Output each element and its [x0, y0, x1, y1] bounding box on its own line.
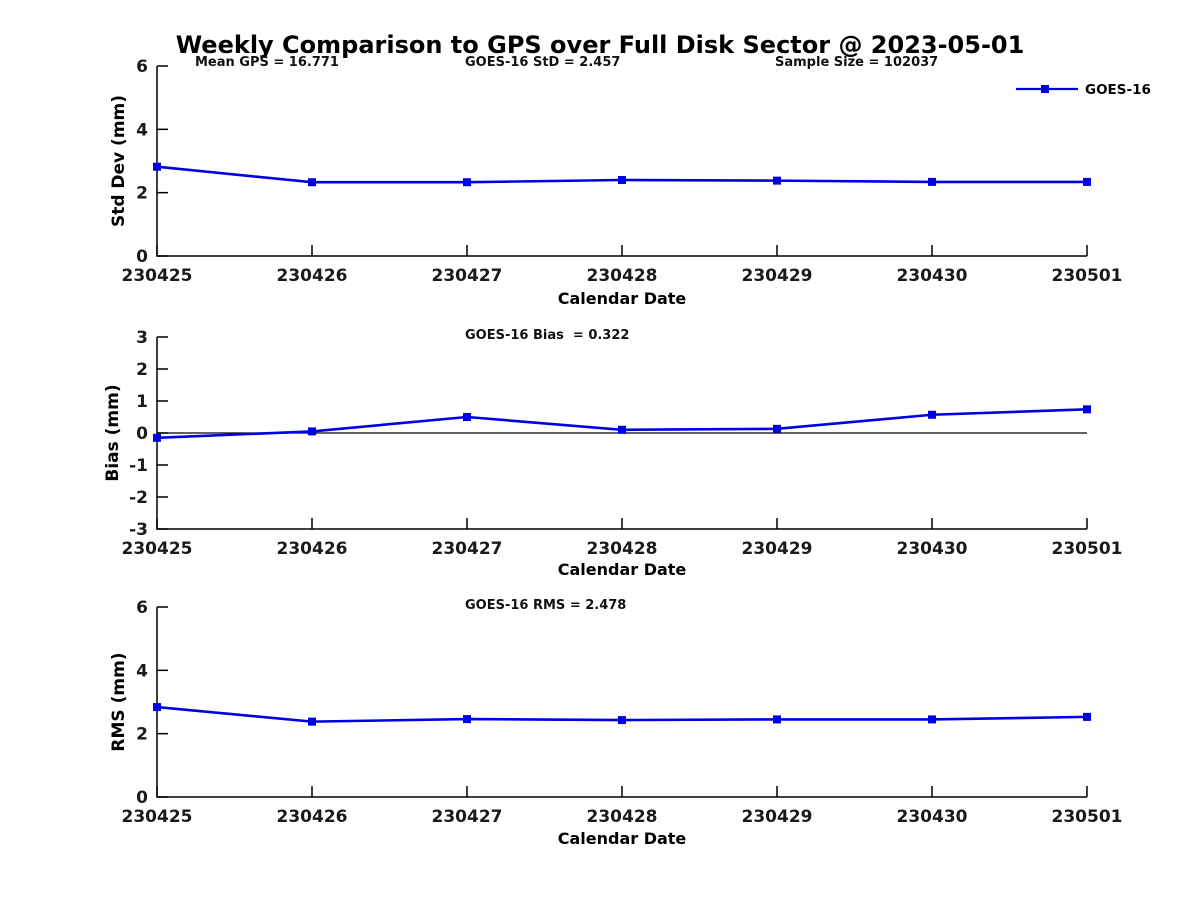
y-tick-label: 0	[136, 247, 148, 267]
y-tick-label: 0	[136, 788, 148, 808]
x-tick-label: 230427	[432, 266, 503, 286]
data-marker	[618, 716, 626, 725]
data-marker	[153, 433, 161, 442]
data-marker	[1083, 712, 1091, 721]
x-tick-label: 230430	[897, 807, 968, 827]
x-tick-label: 230428	[587, 266, 658, 286]
x-tick-label: 230430	[897, 539, 968, 559]
x-tick-label: 230427	[432, 539, 503, 559]
y-tick-label: 2	[136, 360, 148, 380]
data-marker	[463, 178, 471, 187]
annotation-goes16-rms: GOES-16 RMS = 2.478	[465, 598, 627, 613]
y-tick-label: 6	[136, 57, 148, 77]
y-tick-label: 1	[136, 392, 148, 412]
y-tick-label: -2	[129, 488, 148, 508]
data-marker	[618, 425, 626, 434]
annotation-sample-size: Sample Size = 102037	[775, 55, 939, 70]
legend-label-goes16: GOES-16	[1085, 82, 1151, 98]
x-axis-label-rms: Calendar Date	[557, 829, 687, 848]
y-tick-label: 4	[136, 120, 148, 140]
x-tick-label: 230425	[122, 266, 193, 286]
data-marker	[463, 715, 471, 724]
y-axis-label-stddev: Std Dev (mm)	[109, 94, 129, 228]
y-axis-label-bias: Bias (mm)	[103, 384, 123, 482]
y-axis-label-rms: RMS (mm)	[109, 652, 129, 752]
data-marker	[308, 178, 316, 187]
data-marker	[1083, 177, 1091, 186]
data-marker	[928, 715, 936, 724]
x-axis-label-stddev: Calendar Date	[557, 289, 687, 308]
x-tick-label: 230425	[122, 539, 193, 559]
data-marker	[773, 424, 781, 433]
data-marker	[618, 176, 626, 184]
x-tick-label: 230501	[1052, 539, 1123, 559]
annotation-mean-gps: Mean GPS = 16.771	[195, 55, 339, 70]
x-tick-label: 230428	[587, 539, 658, 559]
data-marker	[463, 413, 471, 421]
data-marker	[308, 427, 316, 436]
x-tick-label: 230428	[587, 807, 658, 827]
y-tick-label: 0	[136, 424, 148, 444]
x-tick-label: 230426	[277, 266, 348, 286]
data-marker	[153, 703, 161, 712]
x-tick-label: 230426	[277, 807, 348, 827]
y-tick-label: 2	[136, 725, 148, 745]
axes-frame	[156, 66, 1087, 257]
x-tick-label: 230430	[897, 266, 968, 286]
y-tick-label: 2	[136, 184, 148, 204]
legend-marker	[1041, 85, 1049, 93]
y-tick-label: 4	[136, 661, 148, 681]
x-tick-label: 230429	[742, 807, 813, 827]
annotation-goes16-bias: GOES-16 Bias = 0.322	[465, 328, 630, 343]
annotation-goes16-std: GOES-16 StD = 2.457	[465, 55, 621, 70]
y-tick-label: -3	[129, 520, 148, 540]
figure-title: Weekly Comparison to GPS over Full Disk …	[175, 31, 1025, 59]
data-marker	[773, 176, 781, 185]
y-tick-label: -1	[129, 456, 148, 476]
axes-frame	[156, 607, 1087, 798]
data-marker	[308, 717, 316, 726]
x-tick-label: 230427	[432, 807, 503, 827]
x-tick-label: 230425	[122, 807, 193, 827]
x-tick-label: 230501	[1052, 266, 1123, 286]
x-tick-label: 230429	[742, 266, 813, 286]
data-marker	[153, 162, 161, 171]
data-marker	[928, 410, 936, 419]
data-marker	[773, 715, 781, 724]
y-tick-label: 6	[136, 598, 148, 618]
y-tick-label: 3	[136, 328, 148, 348]
x-axis-label-bias: Calendar Date	[557, 560, 687, 579]
x-tick-label: 230426	[277, 539, 348, 559]
x-tick-label: 230429	[742, 539, 813, 559]
data-marker	[1083, 405, 1091, 414]
data-marker	[928, 177, 936, 186]
x-tick-label: 230501	[1052, 807, 1123, 827]
